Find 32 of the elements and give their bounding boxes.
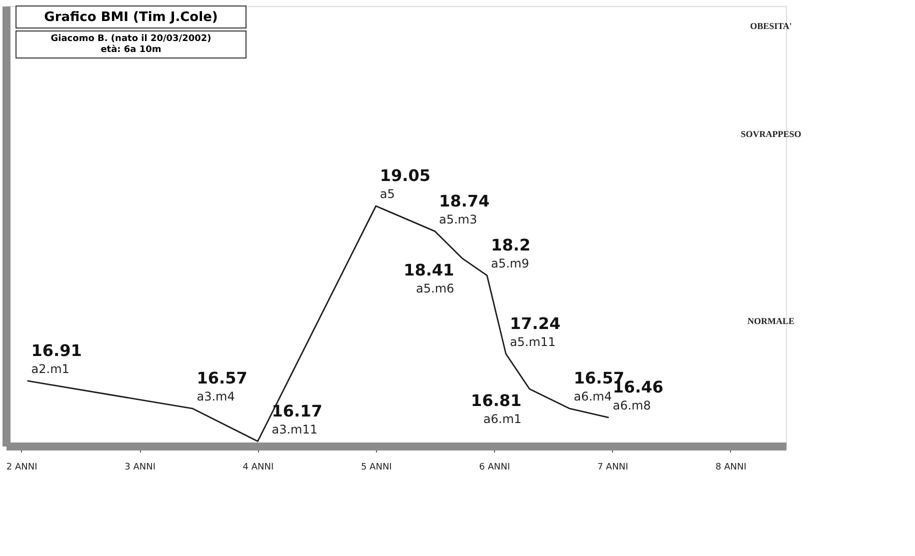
annotation: a2.m1 [31,362,70,376]
text: SOVRAPPESO [740,129,802,139]
data-label: 16.17 [272,401,322,420]
x-tick-label: 5 ANNI [360,462,392,472]
data-label: 18.74 [439,191,490,210]
x-tick-label: 4 ANNI [242,462,274,472]
data-label: 16.81 [470,391,522,410]
annotation: a5.m3 [439,212,478,226]
annotation: a5.m9 [491,256,530,270]
data-label: 18.2 [491,235,530,254]
x-tick-label: 6 ANNI [479,462,510,472]
x-tick-label: 8 ANNI [716,462,746,472]
annotation: a6.m4 [574,390,612,404]
annotation: a3.m11 [272,422,318,436]
data-label: 18.41 [404,260,454,280]
annotation: a5.m6 [416,281,454,296]
annotation: a5.m11 [510,334,556,349]
annotation: a6.m1 [483,412,522,426]
x-tick-label: 2 ANNI [6,462,38,472]
data-label: 17.24 [510,314,561,333]
chart-title: Grafico BMI (Tim J.Cole) [44,10,218,25]
annotation: a3.m4 [196,390,235,404]
x-tick-label: 3 ANNI [124,462,156,472]
annotation: NORMALE [748,316,794,326]
data-label: 16.91 [31,340,82,360]
annotation: a5 [380,187,395,201]
text: OBESITA' [750,21,792,31]
chart-subtitle: Giacomo B. (nato il 20/03/2002) età: 6a 10m [50,34,212,55]
data-label: 19.05 [380,166,431,185]
x-tick-label: 7 ANNI [597,462,628,472]
data-label: 16.57 [196,368,248,388]
annotation: a6.m8 [612,398,651,413]
